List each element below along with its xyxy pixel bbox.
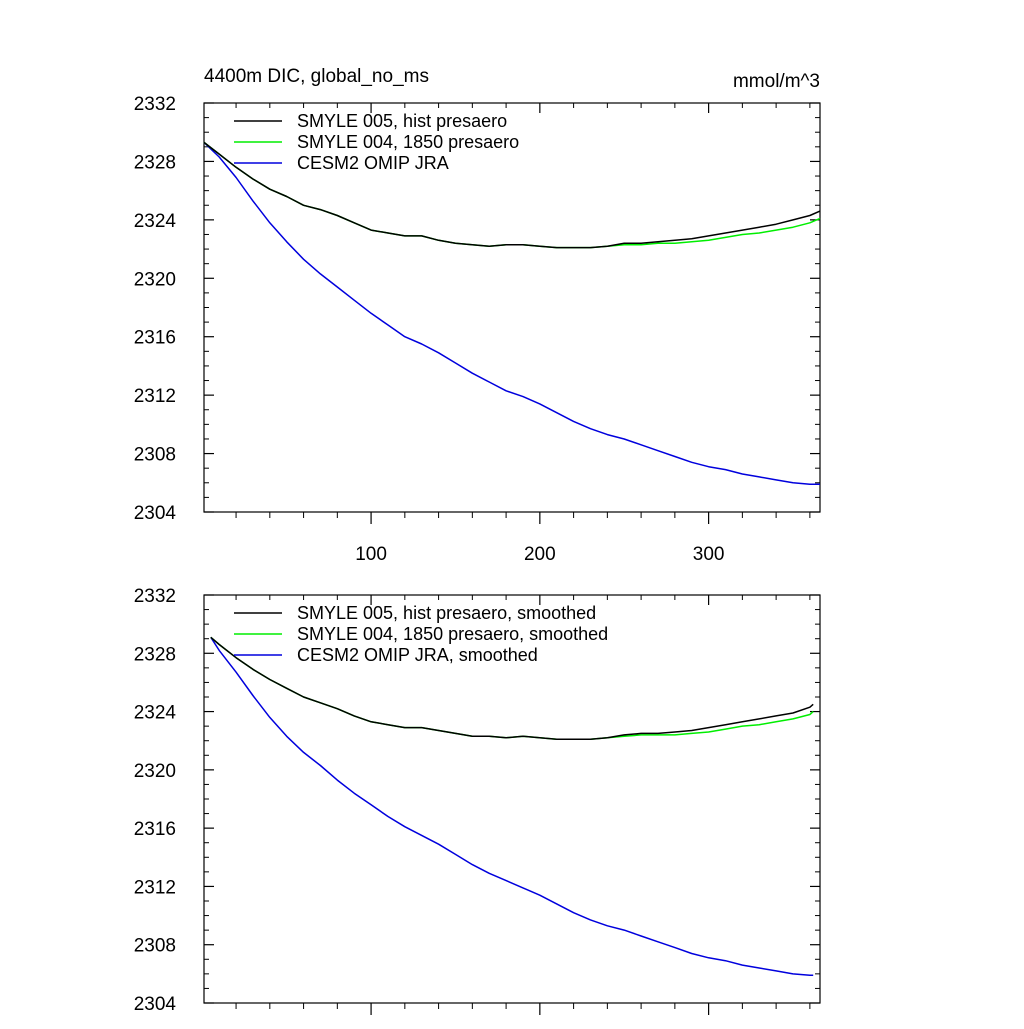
y-tick-label: 2332 [134,94,176,115]
y-tick-label: 2324 [134,703,177,724]
x-tick-label: 100 [355,544,387,565]
y-tick-label: 2316 [134,819,176,840]
series-line-1 [210,636,814,741]
y-tick-label: 2328 [134,644,176,665]
y-tick-label: 2304 [134,994,177,1015]
y-tick-label: 2324 [134,211,177,232]
y-tick-label: 2320 [134,269,176,290]
y-tick-label: 2312 [134,877,176,898]
legend-label: SMYLE 004, 1850 presaero, smoothed [297,624,608,644]
y-tick-label: 2328 [134,152,176,173]
y-tick-label: 2312 [134,386,176,407]
chart-title: 4400m DIC, global_no_ms [204,66,429,87]
y-tick-label: 2308 [134,936,176,957]
series-line-3 [210,636,814,977]
y-tick-label: 2332 [134,586,176,607]
legend-label: SMYLE 005, hist presaero, smoothed [297,603,596,623]
y-tick-label: 2308 [134,445,176,466]
legend-label: SMYLE 004, 1850 presaero [297,132,519,152]
units-label: mmol/m^3 [733,71,820,92]
series-line-3 [203,141,820,485]
x-tick-label: 200 [524,544,556,565]
series-line-1 [203,141,821,249]
y-tick-label: 2320 [134,761,176,782]
legend-label: CESM2 OMIP JRA, smoothed [297,645,538,665]
y-tick-label: 2304 [134,503,177,524]
y-tick-label: 2316 [134,328,176,349]
x-tick-label: 300 [693,544,725,565]
legend-label: SMYLE 005, hist presaero [297,111,507,131]
legend-label: CESM2 OMIP JRA [297,153,449,173]
